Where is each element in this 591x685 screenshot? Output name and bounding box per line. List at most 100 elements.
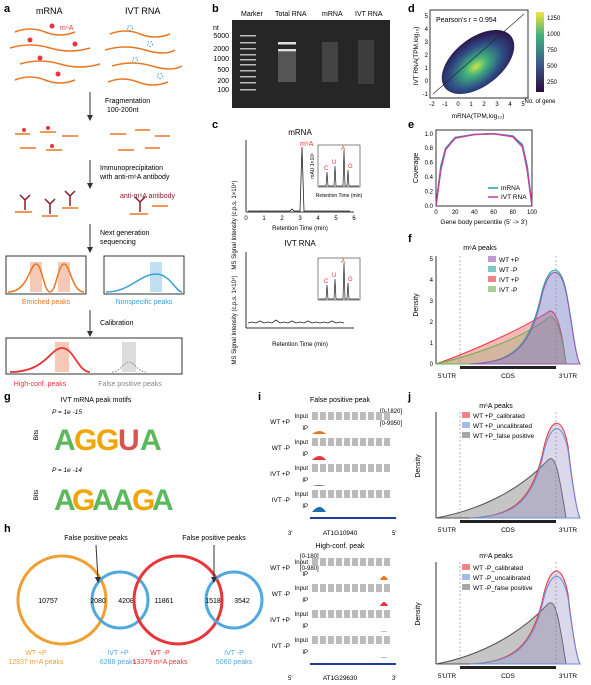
i-ip-label: IP xyxy=(302,426,308,432)
i-input-bar xyxy=(344,490,350,498)
d-cbar-tick: 1250 xyxy=(547,16,561,22)
i-input-bar xyxy=(360,584,366,592)
i-input-bar xyxy=(360,412,366,420)
d-ytick: 5 xyxy=(425,14,429,20)
i-ip-peak xyxy=(312,456,326,460)
i-input-bar xyxy=(344,558,350,566)
i-input-bar xyxy=(368,438,374,446)
c-top-xtick: 1 xyxy=(262,216,266,222)
i-input-bar xyxy=(336,636,342,644)
e-xtick: 0 xyxy=(434,210,438,216)
i-input-bar xyxy=(344,438,350,446)
i-input-bar xyxy=(360,490,366,498)
a-step1b: 100-200nt xyxy=(107,107,139,114)
i-ip-label: IP xyxy=(302,452,308,458)
g-m2-a: A xyxy=(54,484,76,517)
i-input-bar xyxy=(384,636,390,644)
i-input-bar xyxy=(384,412,390,420)
e-ytick: 1.0 xyxy=(425,132,434,138)
c-top-xtick: 0 xyxy=(244,216,248,222)
c-top-m6a: m⁶A xyxy=(300,141,314,148)
g-m2-a3: A xyxy=(112,484,134,517)
d-cbar-tick: 500 xyxy=(547,64,558,70)
a-step2b: with anti-m⁶A antibody xyxy=(99,174,170,181)
i-input-bar xyxy=(312,490,318,498)
h-right-overlap: 1518 xyxy=(205,598,221,605)
i-cond-label: WT -P xyxy=(272,445,290,452)
a-fragments xyxy=(15,129,170,151)
e-ytick: 0.0 xyxy=(425,204,434,210)
e-series-ivt xyxy=(435,133,533,207)
c-top-nuc-u: U xyxy=(332,160,336,166)
i-input-bar xyxy=(360,464,366,472)
i-input-bar xyxy=(352,636,358,644)
e-xtick: 80 xyxy=(509,210,516,216)
e-ytick: 0.2 xyxy=(425,190,434,196)
g-m2-g2: G xyxy=(132,484,155,517)
i-bottom-tracks: WT +P Input IP WT -P Input IP IVT +P Input IP IVT… xyxy=(270,558,396,665)
i-input-bar xyxy=(312,610,318,618)
d-ylabel: IVT RNA(TPM,log₁₀) xyxy=(413,27,420,86)
b-ladder-ticks: 5000 2000 1000 500 200 100 xyxy=(213,33,229,94)
i-input-bar xyxy=(352,584,358,592)
i-input-bar xyxy=(336,412,342,420)
c-top-inset-xlabel: Retention Time (min) xyxy=(316,193,363,199)
i-cond-label: WT +P xyxy=(270,565,290,572)
i-top-range1: [0-1820] xyxy=(380,409,402,415)
c-bottom-nuc-g: G xyxy=(348,277,353,283)
panel-b: b nt Marker Total RNA mRNA IVT RNA 5000 … xyxy=(212,3,390,108)
g-m2-a2: A xyxy=(92,484,114,517)
j-top-5utr: 5'UTR xyxy=(438,527,457,534)
c-top-inset xyxy=(317,144,361,188)
i-input-bar xyxy=(312,438,318,446)
i-input-bar xyxy=(320,490,326,498)
f-legend-wt-p: WT +P xyxy=(499,257,519,264)
g-ylabel-1: Bits xyxy=(33,429,40,441)
e-ylabel: Coverage xyxy=(413,153,420,183)
j-bottom-legend-fp: WT -P_false positive xyxy=(473,585,533,592)
g-p2: P = 1e -14 xyxy=(52,467,82,474)
i-input-bar xyxy=(336,438,342,446)
i-input-bar xyxy=(312,412,318,420)
i-input-bar xyxy=(328,490,334,498)
h-right-b-count: 5060 peaks xyxy=(216,659,253,666)
i-input-bar xyxy=(360,610,366,618)
i-input-bar xyxy=(328,558,334,566)
b-lane-total: Total RNA xyxy=(275,11,307,18)
panel-letter-i: i xyxy=(258,391,261,403)
e-legend-ivt: IVT RNA xyxy=(501,194,527,201)
c-bottom-xlabel: Retention Time (min) xyxy=(272,342,328,348)
g-m1-g: G xyxy=(74,424,97,457)
c-top-xtick: 3 xyxy=(298,216,302,222)
e-xtick: 20 xyxy=(452,210,459,216)
j-top-cds: CDS xyxy=(501,527,515,534)
f-title: m⁶A peaks xyxy=(463,245,497,252)
i-ip-label: IP xyxy=(302,624,308,630)
g-title: IVT mRNA peak motifs xyxy=(61,397,132,404)
j-top-legend: WT +P_calibrated WT +P_uncalibrated WT +… xyxy=(462,412,535,440)
i-input-bar xyxy=(344,636,350,644)
i-input-bar xyxy=(328,636,334,644)
i-ip-peak xyxy=(312,507,326,512)
b-lane-marker: Marker xyxy=(241,11,263,18)
i-input-bar xyxy=(312,464,318,472)
a-ivt-label: IVT RNA xyxy=(125,6,160,16)
c-top-xtick: 4 xyxy=(316,216,320,222)
i-input-bar xyxy=(320,584,326,592)
i-ip-label: IP xyxy=(302,504,308,510)
panel-h: h False positive peaks 10757 2080 4208 W… xyxy=(4,523,264,666)
h-right-a-only: 11861 xyxy=(155,598,174,605)
g-p1: P = 1e -15 xyxy=(52,409,82,416)
i-input-bar xyxy=(352,558,358,566)
i-input-bar xyxy=(312,636,318,644)
i-bottom-title: High-conf. peak xyxy=(315,543,365,550)
i-input-bar xyxy=(352,464,358,472)
h-left-b-label: IVT +P xyxy=(107,650,129,657)
c-bottom-nuc-u: U xyxy=(332,273,336,279)
panel-letter-b: b xyxy=(212,3,219,15)
a-m6a-marks xyxy=(27,23,78,77)
i-cond-label: IVT -P xyxy=(272,497,290,504)
f-series-wt-p xyxy=(469,272,581,365)
g-m2-a4: A xyxy=(152,484,174,517)
j-top-uncalibrated xyxy=(469,428,581,519)
